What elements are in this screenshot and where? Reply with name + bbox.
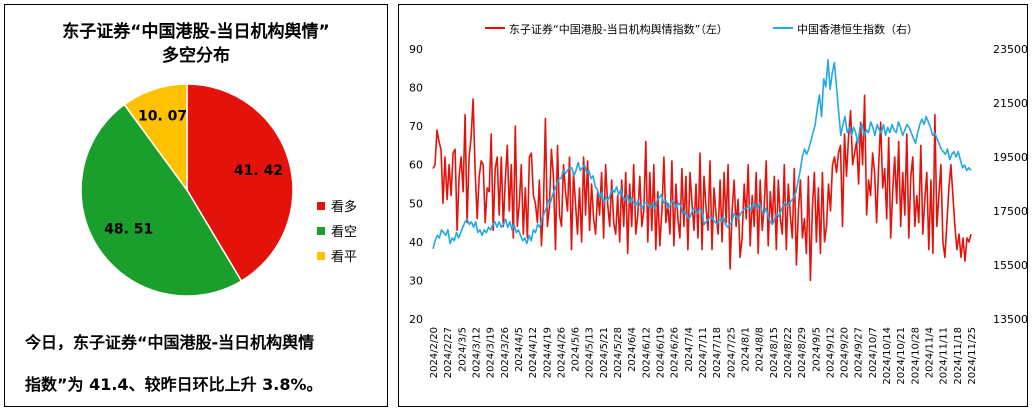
y-left-tick-label: 50 — [409, 197, 423, 210]
legend-swatch-bearish — [317, 226, 325, 235]
legend-label-neutral: 看平 — [331, 250, 358, 265]
x-tick-label: 2024/4/5 — [514, 327, 525, 372]
x-tick-label: 2024/6/4 — [627, 327, 638, 372]
y-left-tick-label: 70 — [409, 120, 423, 133]
y-right-tick-label: 13500 — [993, 313, 1027, 326]
x-tick-label: 2024/5/13 — [585, 327, 596, 378]
legend-label-bullish: 看多 — [331, 200, 358, 215]
x-tick-label: 2024/4/26 — [556, 327, 567, 378]
pie-title-line2: 多空分布 — [162, 46, 230, 66]
x-tick-label: 2024/5/21 — [599, 327, 610, 378]
x-tick-label: 2024/11/18 — [953, 327, 964, 385]
x-tick-label: 2024/7/25 — [726, 327, 737, 378]
legend-swatch-neutral — [317, 251, 325, 260]
y-left-tick-label: 60 — [409, 159, 423, 172]
pie-label-neutral: 10. 07 — [138, 108, 187, 124]
y-left-tick-label: 80 — [409, 82, 423, 95]
y-left-tick-label: 40 — [409, 236, 423, 249]
x-tick-label: 2024/8/1 — [740, 327, 751, 372]
series-line-1 — [432, 94, 972, 282]
x-tick-label: 2024/5/6 — [571, 327, 582, 372]
x-tick-label: 2024/10/7 — [868, 327, 879, 378]
legend-item-bearish: 看空 — [317, 221, 357, 240]
pie-label-bullish: 41. 42 — [234, 163, 283, 179]
x-tick-label: 2024/10/28 — [910, 327, 921, 385]
y-right-tick-label: 23500 — [993, 43, 1027, 56]
x-tick-label: 2024/3/5 — [457, 327, 468, 372]
x-tick-label: 2024/7/18 — [712, 327, 723, 378]
pie-slice-bearish — [80, 103, 243, 297]
x-tick-label: 2024/8/22 — [783, 327, 794, 378]
x-tick-label: 2024/2/27 — [443, 327, 454, 378]
legend-item-series-1: 东子证券“中国港股-当日机构舆情指数”（左） — [485, 22, 728, 36]
legend-label-series-1: 东子证券“中国港股-当日机构舆情指数”（左） — [509, 22, 728, 36]
x-tick-label: 2024/11/4 — [925, 327, 936, 378]
y-left-tick-label: 90 — [409, 43, 423, 56]
line-chart: 东子证券“中国港股-当日机构舆情指数”（左） 中国香港恒生指数（右） 20 30 40 5… — [409, 22, 1027, 385]
x-tick-label: 2024/11/11 — [939, 327, 950, 385]
x-tick-label: 2024/4/19 — [542, 327, 553, 378]
x-tick-label: 2024/6/19 — [656, 327, 667, 378]
pie-label-bearish: 48. 51 — [104, 222, 153, 238]
y-right-tick-label: 19500 — [993, 151, 1027, 164]
x-tick-label: 2024/3/26 — [500, 327, 511, 378]
caption-line2: 指数”为 41.4、较昨日环比上升 3.8%。 — [25, 375, 323, 394]
y-right-tick-label: 21500 — [993, 97, 1027, 110]
x-tick-label: 2024/3/19 — [486, 327, 497, 378]
y-left-tick-label: 30 — [409, 274, 423, 287]
series-line-2 — [432, 58, 972, 250]
x-tick-label: 2024/2/20 — [429, 327, 440, 378]
legend-label-series-2: 中国香港恒生指数（右） — [797, 22, 918, 36]
x-tick-label: 2024/9/27 — [854, 327, 865, 378]
x-tick-label: 2024/7/4 — [684, 327, 695, 372]
line-chart-panel: 东子证券“中国港股-当日机构舆情指数”（左） 中国香港恒生指数（右） 20 30 40 5… — [398, 4, 1028, 407]
legend-label-bearish: 看空 — [331, 225, 358, 240]
y-left-tick-label: 20 — [409, 313, 423, 326]
x-tick-label: 2024/8/29 — [797, 327, 808, 378]
legend-item-neutral: 看平 — [317, 246, 357, 265]
y-right-tick-label: 15500 — [993, 259, 1027, 272]
x-tick-label: 2024/5/28 — [613, 327, 624, 378]
caption-line1: 今日，东子证券“中国港股-当日机构舆情 — [25, 333, 315, 352]
pie-title-line1: 东子证券“中国港股-当日机构舆情” — [62, 22, 330, 42]
pie-chart: 41. 42 48. 51 10. 07 — [80, 83, 294, 297]
x-tick-label: 2024/7/11 — [698, 327, 709, 378]
x-tick-label: 2024/8/8 — [755, 327, 766, 372]
legend-swatch-bullish — [317, 201, 325, 210]
legend-item-series-2: 中国香港恒生指数（右） — [773, 22, 918, 36]
x-tick-label: 2024/9/12 — [825, 327, 836, 378]
x-tick-label: 2024/9/5 — [811, 327, 822, 372]
x-tick-label: 2024/9/20 — [840, 327, 851, 378]
x-tick-label: 2024/8/15 — [769, 327, 780, 378]
x-tick-label: 2024/4/12 — [528, 327, 539, 378]
x-tick-label: 2024/10/21 — [896, 327, 907, 385]
x-tick-label: 2024/10/14 — [882, 327, 893, 385]
pie-slice-bullish — [186, 83, 294, 282]
legend-item-bullish: 看多 — [317, 196, 357, 215]
pie-slice-neutral — [123, 83, 188, 193]
pie-chart-panel: 东子证券“中国港股-当日机构舆情” 多空分布 41. 42 48. 51 10. 0… — [4, 4, 388, 407]
x-tick-label: 2024/11/25 — [967, 327, 978, 385]
y-right-tick-label: 17500 — [993, 205, 1027, 218]
x-tick-label: 2024/6/12 — [641, 327, 652, 378]
x-tick-label: 2024/6/26 — [670, 327, 681, 378]
x-tick-label: 2024/3/12 — [471, 327, 482, 378]
